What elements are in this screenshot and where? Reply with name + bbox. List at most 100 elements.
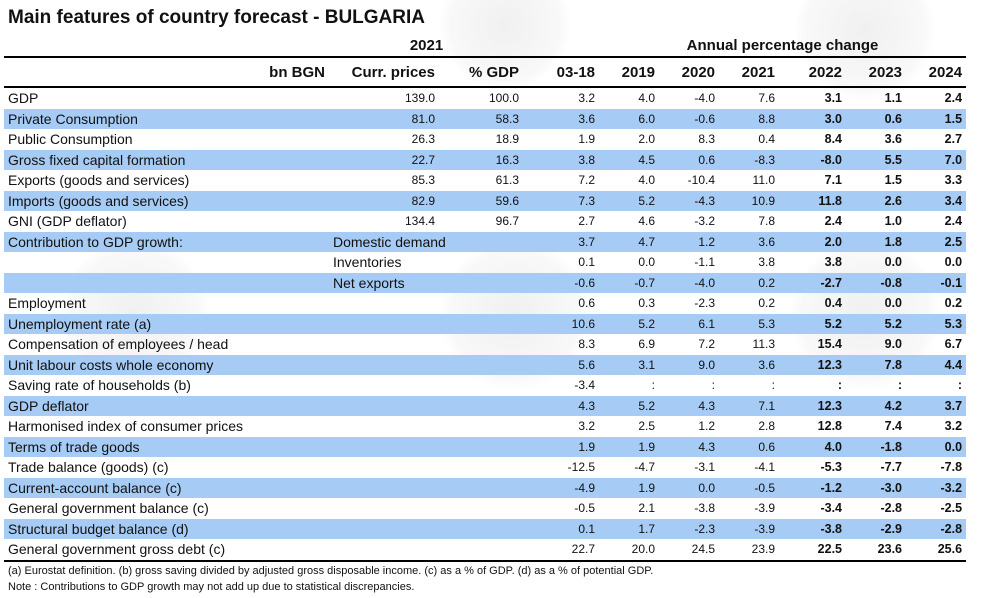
value-cell: 2.4 <box>944 91 963 106</box>
value-cell: -0.8 <box>846 272 907 293</box>
value-cell: 5.3 <box>906 313 967 334</box>
value-cell: 1.9 <box>599 436 660 457</box>
value-cell: 5.2 <box>846 313 907 334</box>
value-cell: 7.8 <box>758 214 776 229</box>
curr-prices-cell <box>329 293 439 314</box>
value-cell: -4.7 <box>634 460 656 475</box>
value-cell: 0.6 <box>719 436 780 457</box>
value-cell: 2.5 <box>638 419 656 434</box>
value-cell: 3.3 <box>944 173 963 188</box>
value-cell: -1.2 <box>779 477 847 498</box>
value-cell: 1.2 <box>698 419 716 434</box>
table-row: Terms of trade goods 1.9 1.9 4.3 0.6 4.0 -1.8 0… <box>4 436 967 457</box>
table-row: Gross fixed capital formation 22.7 16.3 3.8… <box>4 149 967 170</box>
value-cell: -4.0 <box>694 91 716 106</box>
row-label: Unit labour costs whole economy <box>4 354 329 375</box>
value-cell: 3.1 <box>599 354 660 375</box>
value-cell: -0.7 <box>599 272 660 293</box>
column-header: 2023 <box>846 56 907 88</box>
pct-gdp-cell: 16.3 <box>439 149 524 170</box>
value-cell: -0.5 <box>574 501 596 516</box>
value-cell: -12.5 <box>567 460 596 475</box>
value-cell: 4.4 <box>906 354 967 375</box>
value-cell: 0.1 <box>523 518 600 539</box>
value-cell: 3.2 <box>944 419 963 434</box>
value-cell: 2.1 <box>638 501 656 516</box>
curr-prices-cell <box>329 375 439 396</box>
value-cell: 12.3 <box>779 395 847 416</box>
value-cell: 4.3 <box>523 395 600 416</box>
value-cell: : <box>897 378 903 393</box>
pct-gdp-cell <box>439 539 524 562</box>
value-cell: 4.3 <box>659 436 720 457</box>
value-cell: 6.7 <box>944 337 963 352</box>
pct-gdp-cell <box>439 375 523 396</box>
value-cell: 5.6 <box>523 354 600 375</box>
curr-prices-cell: 22.7 <box>329 149 439 170</box>
value-cell: 11.0 <box>752 173 776 188</box>
value-cell: 4.2 <box>846 395 907 416</box>
curr-prices-cell <box>329 518 439 539</box>
year-label: 2021 <box>409 36 444 54</box>
row-label <box>4 272 329 293</box>
row-label <box>4 252 329 273</box>
value-cell: 0.0 <box>944 255 963 270</box>
column-header: 03-18 <box>523 56 600 88</box>
row-label: Saving rate of households (b) <box>8 377 191 394</box>
value-cell: 2.4 <box>944 214 963 229</box>
row-label: Compensation of employees / head <box>8 336 229 353</box>
pct-gdp-cell <box>439 477 524 498</box>
value-cell: -8.0 <box>779 149 847 170</box>
curr-prices-cell <box>329 477 439 498</box>
value-cell: -3.8 <box>779 518 847 539</box>
pct-gdp-cell <box>439 293 523 314</box>
value-cell: : <box>651 378 656 393</box>
curr-prices-cell: 85.3 <box>411 173 435 188</box>
table-row: GDP deflator 4.3 5.2 4.3 7.1 12.3 4.2 3.7 <box>4 395 967 416</box>
value-cell: : <box>711 378 716 393</box>
value-cell: -3.9 <box>754 501 776 516</box>
column-header: bn BGN <box>4 56 329 88</box>
value-cell: 2.7 <box>944 132 963 147</box>
table-row: Inventories 0.1 0.0 -1.1 3.8 3.8 0.0 0.0 <box>4 252 966 273</box>
value-cell: 5.3 <box>719 313 780 334</box>
value-cell: -3.2 <box>906 477 967 498</box>
value-cell: 3.6 <box>884 132 903 147</box>
row-label: General government gross debt (c) <box>4 539 329 562</box>
value-cell: -3.1 <box>694 460 716 475</box>
table-row: GNI (GDP deflator) 134.4 96.7 2.7 4.6 -3.2 7.8… <box>4 211 966 232</box>
value-cell: 11.8 <box>779 190 847 211</box>
value-cell: 22.7 <box>523 539 600 562</box>
row-label: Private Consumption <box>4 108 329 129</box>
value-cell: 2.4 <box>824 214 843 229</box>
value-cell: 1.2 <box>659 231 720 252</box>
value-cell: 7.4 <box>884 419 903 434</box>
value-cell: 7.1 <box>719 395 780 416</box>
table-row: Imports (goods and services) 82.9 59.6 7.3 5… <box>4 190 967 211</box>
pct-gdp-cell: 18.9 <box>495 132 520 147</box>
row-sublabel: Inventories <box>333 254 402 271</box>
value-cell: -2.8 <box>880 501 903 516</box>
value-cell: 23.6 <box>846 539 907 562</box>
value-cell: 24.5 <box>659 539 720 562</box>
value-cell: 2.0 <box>779 231 847 252</box>
value-cell: -1.1 <box>694 255 716 270</box>
value-cell: 0.4 <box>758 132 776 147</box>
pct-gdp-cell <box>439 416 523 437</box>
table-row: Trade balance (goods) (c) -12.5 -4.7 -3.1 -4… <box>4 457 966 478</box>
curr-prices-cell <box>329 354 439 375</box>
value-cell: -4.9 <box>523 477 600 498</box>
value-cell: 0.6 <box>846 108 907 129</box>
table-row: Employment 0.6 0.3 -2.3 0.2 0.4 0.0 0.2 <box>4 293 966 314</box>
value-cell: 7.2 <box>698 337 716 352</box>
pct-gdp-cell <box>439 334 523 355</box>
value-cell: 3.0 <box>779 108 847 129</box>
value-cell: 10.9 <box>719 190 780 211</box>
curr-prices-cell: 134.4 <box>404 214 435 229</box>
value-cell: 0.2 <box>944 296 963 311</box>
value-cell: 3.2 <box>578 419 596 434</box>
value-cell: 7.0 <box>906 149 967 170</box>
column-header: 2020 <box>659 56 720 88</box>
value-cell: -7.8 <box>940 460 963 475</box>
table-row: Private Consumption 81.0 58.3 3.6 6.0 -0.6 8.8… <box>4 108 967 129</box>
